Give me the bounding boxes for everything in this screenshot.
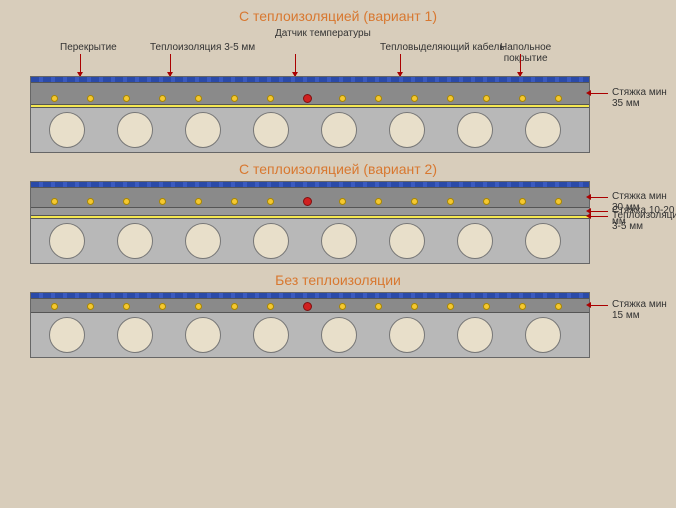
right-label: Стяжка мин 15 мм [612,299,676,321]
section-title: Без теплоизоляции [0,272,676,288]
slab-void [525,223,561,259]
heating-cable [159,198,166,205]
slab-void [185,223,221,259]
heating-cable [483,303,490,310]
callout-label: Датчик температуры [275,28,371,39]
callout-label: Тепловыделяющий кабель [380,42,505,53]
right-arrow [590,197,608,198]
heating-cable [519,198,526,205]
heating-cable [375,198,382,205]
top-labels: Перекрытие Теплоизоляция 3-5 мм Датчик тем… [30,28,646,76]
heating-cable [519,303,526,310]
heating-cable [87,198,94,205]
slab-void [49,112,85,148]
slab-void [321,223,357,259]
slab-void [49,223,85,259]
slab-void [525,112,561,148]
temperature-sensor [303,94,312,103]
heating-cable [375,95,382,102]
slab-void [525,317,561,353]
diagram-wrap: Стяжка мин 30 ммСтяжка 10-20 ммТеплоизол… [0,181,676,264]
heating-cable [195,95,202,102]
layer-slab [31,219,589,263]
slab-void [389,317,425,353]
heating-cable [159,303,166,310]
heating-cable [555,303,562,310]
right-arrow [590,305,608,306]
floor-diagram [30,292,590,358]
heating-cable [267,198,274,205]
heating-cable [555,198,562,205]
heating-cable [231,95,238,102]
layer-screed [31,83,589,105]
heating-cable [159,95,166,102]
heating-cable [87,95,94,102]
heating-cable [447,95,454,102]
heating-cable [195,198,202,205]
slab-void [185,317,221,353]
right-label: Теплоизоляция 3-5 мм [612,210,676,232]
slab-void [321,112,357,148]
floor-diagram [30,181,590,264]
slab-void [253,317,289,353]
slab-void [49,317,85,353]
slab-void [253,112,289,148]
heating-cable [519,95,526,102]
slab-void [185,112,221,148]
slab-void [457,223,493,259]
heating-cable [123,198,130,205]
heating-cable [51,303,58,310]
heating-cable [87,303,94,310]
heating-cable [411,303,418,310]
callout-label: Перекрытие [60,42,117,53]
right-arrow [590,93,608,94]
heating-cable [447,303,454,310]
right-arrow [590,211,608,212]
heating-cable [267,95,274,102]
heating-cable [51,95,58,102]
slab-void [457,317,493,353]
slab-void [117,223,153,259]
slab-void [457,112,493,148]
slab-void [389,223,425,259]
slab-void [389,112,425,148]
heating-cable [483,95,490,102]
layer-screed [31,188,589,208]
heating-cable [411,198,418,205]
heating-cable [375,303,382,310]
heating-cable [123,303,130,310]
diagram-wrap: Стяжка мин 35 мм [0,76,676,153]
right-arrow [590,216,608,217]
heating-cable [483,198,490,205]
callout-label: Теплоизоляция 3-5 мм [150,42,255,53]
heating-cable [195,303,202,310]
heating-cable [339,198,346,205]
right-label: Стяжка мин 35 мм [612,87,676,109]
heating-cable [231,303,238,310]
slab-void [321,317,357,353]
section-title: С теплоизоляцией (вариант 1) [0,8,676,24]
heating-cable [339,95,346,102]
heating-cable [339,303,346,310]
layer-screed-secondary [31,208,589,216]
slab-void [117,112,153,148]
slab-void [253,223,289,259]
layer-slab [31,313,589,357]
heating-cable [267,303,274,310]
heating-cable [447,198,454,205]
heating-cable [51,198,58,205]
heating-cable [411,95,418,102]
section-title: С теплоизоляцией (вариант 2) [0,161,676,177]
heating-cable [231,198,238,205]
temperature-sensor [303,302,312,311]
temperature-sensor [303,197,312,206]
floor-diagram [30,76,590,153]
layer-slab [31,108,589,152]
heating-cable [123,95,130,102]
callout-label: Напольноепокрытие [500,42,551,64]
layer-screed [31,299,589,313]
slab-void [117,317,153,353]
diagram-wrap: Стяжка мин 15 мм [0,292,676,358]
heating-cable [555,95,562,102]
